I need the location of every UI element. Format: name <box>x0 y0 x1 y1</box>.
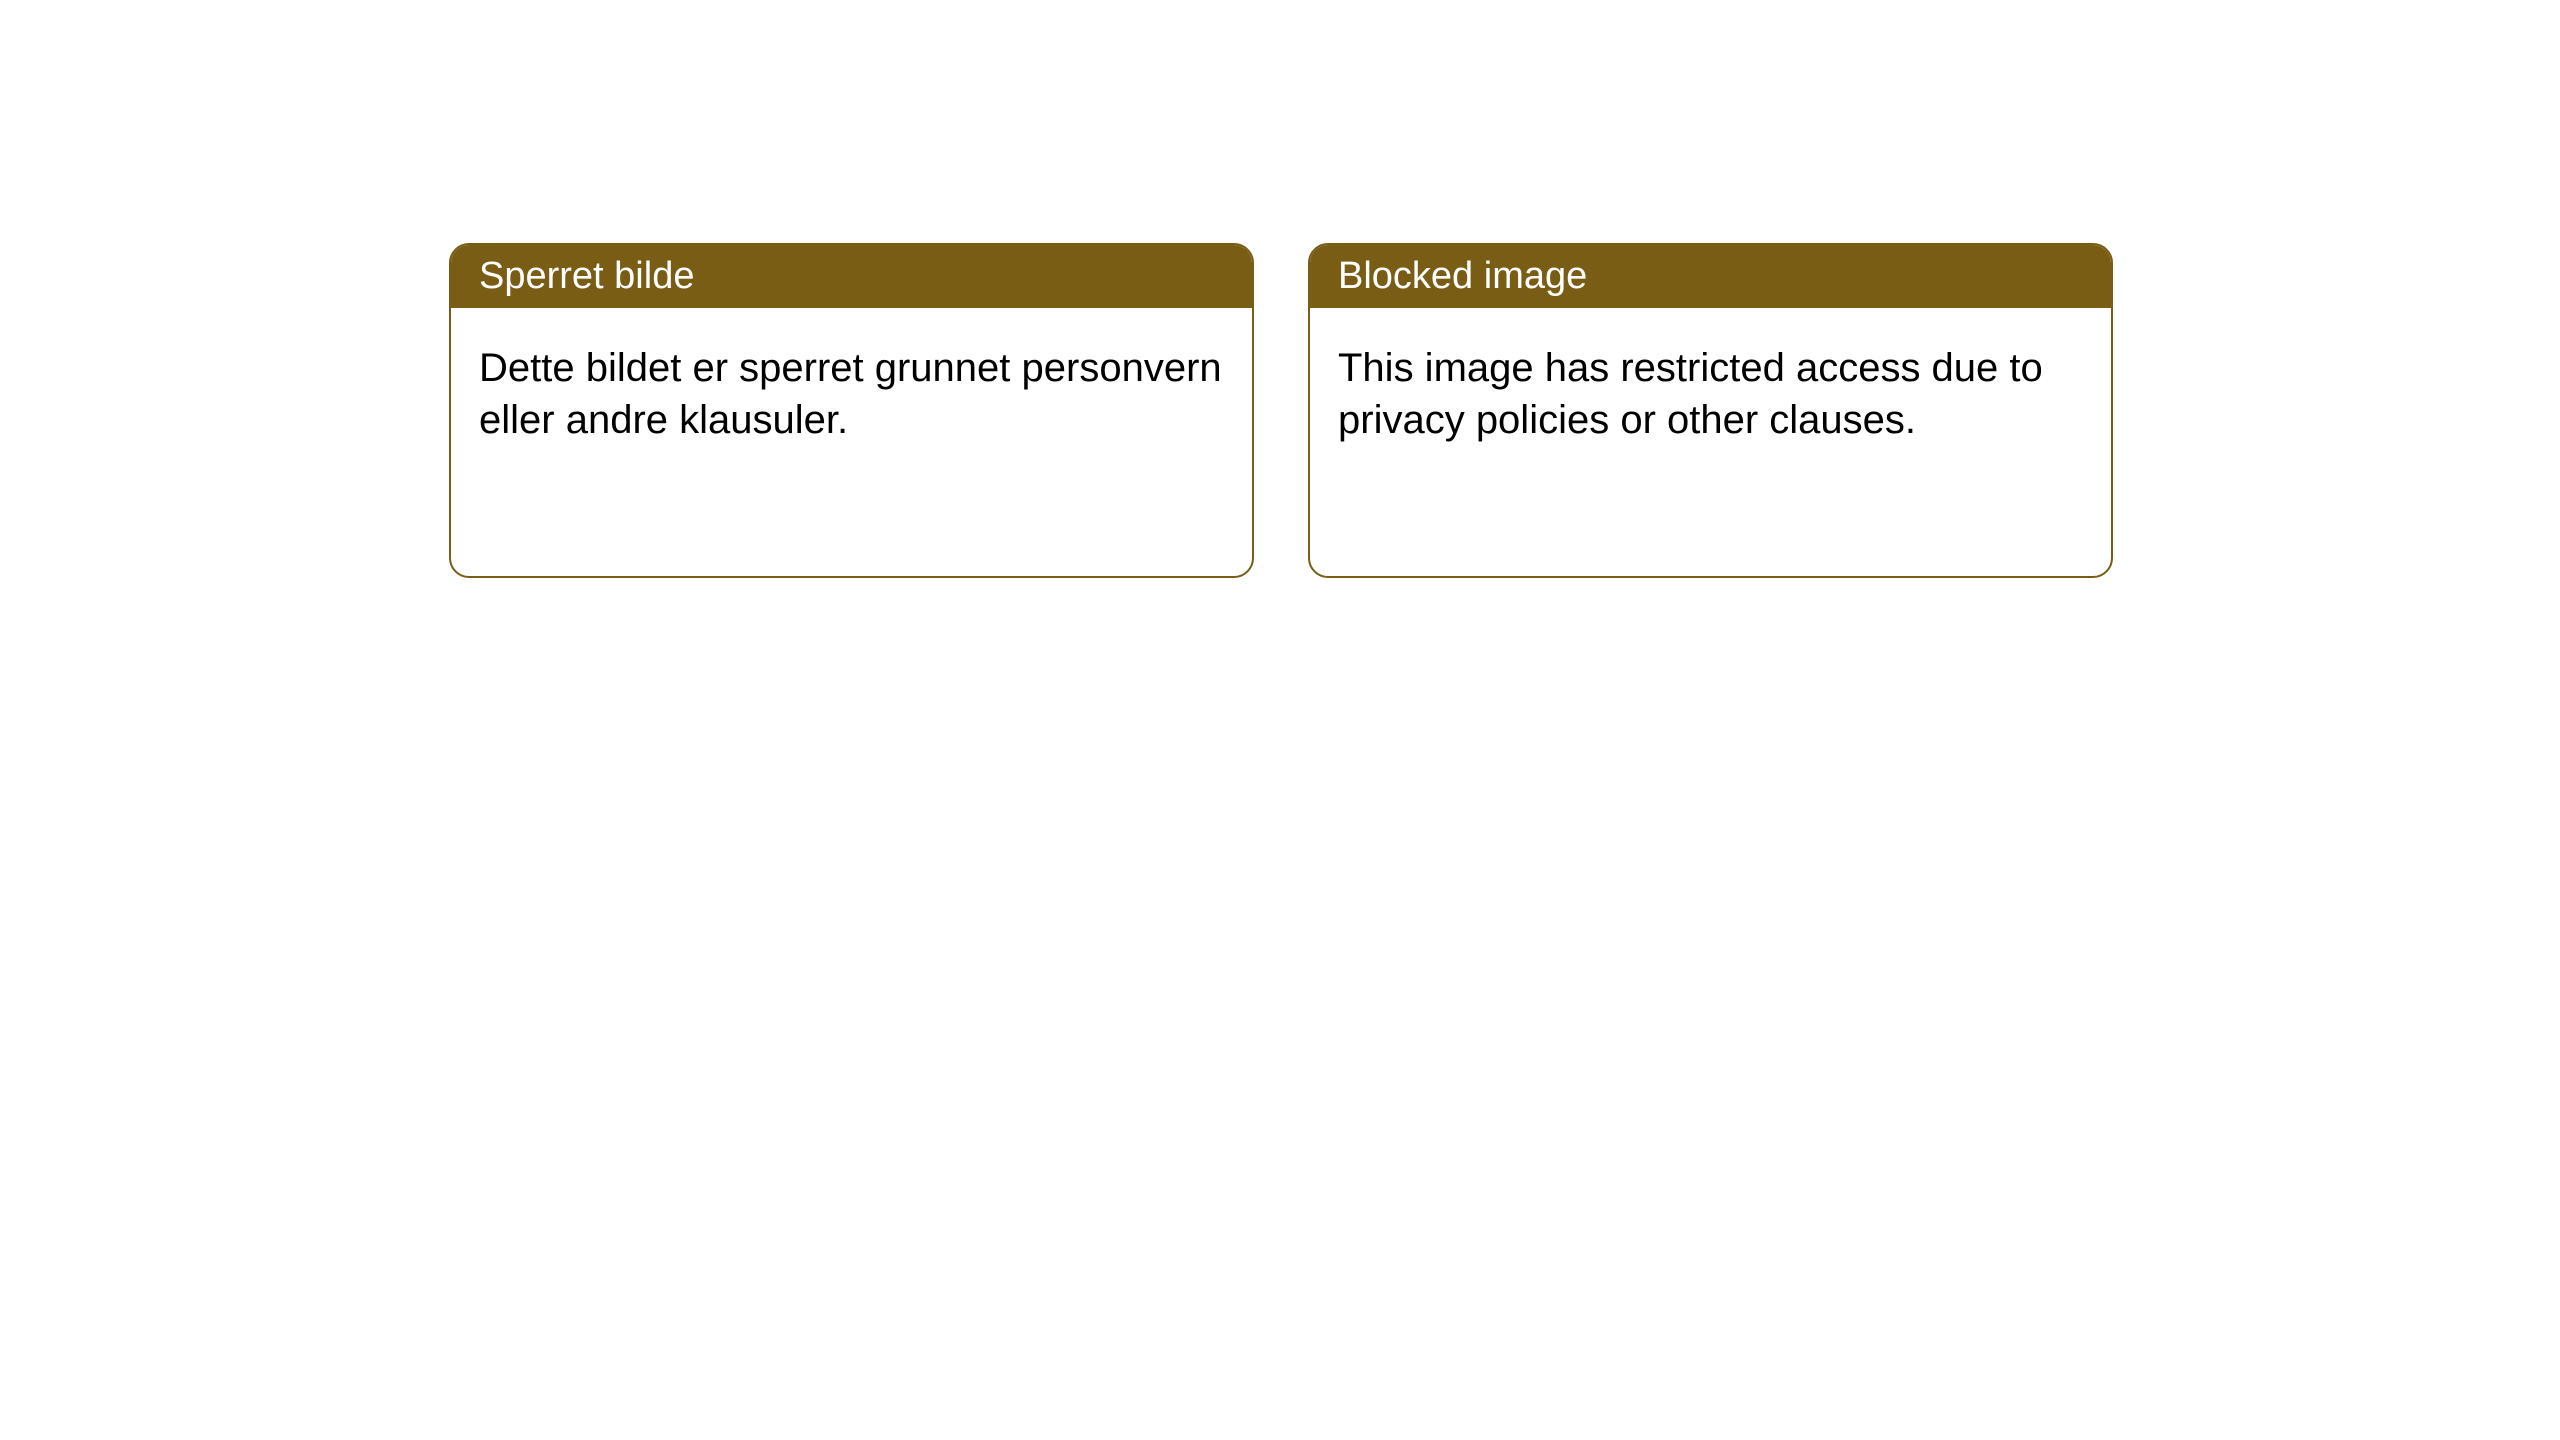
notice-container: Sperret bilde Dette bildet er sperret gr… <box>0 0 2560 578</box>
notice-card-norwegian: Sperret bilde Dette bildet er sperret gr… <box>449 243 1254 578</box>
notice-body-english: This image has restricted access due to … <box>1310 308 2111 480</box>
notice-body-norwegian: Dette bildet er sperret grunnet personve… <box>451 308 1252 480</box>
notice-card-english: Blocked image This image has restricted … <box>1308 243 2113 578</box>
notice-title-norwegian: Sperret bilde <box>451 245 1252 308</box>
notice-title-english: Blocked image <box>1310 245 2111 308</box>
